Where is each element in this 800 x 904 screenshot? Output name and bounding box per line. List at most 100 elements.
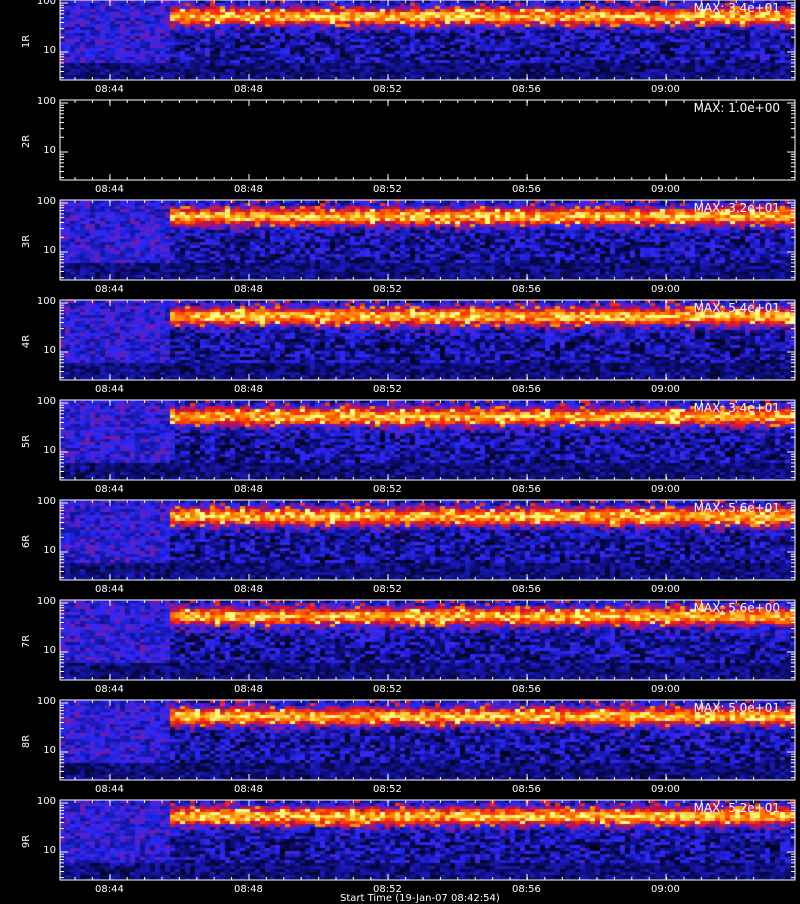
max-label: MAX: 5.4e+01 <box>693 301 780 315</box>
panel-label: 7R <box>21 634 33 649</box>
y-tick-label: 100 <box>36 696 56 707</box>
heatmap-4R <box>60 300 795 380</box>
x-tick-label: 08:52 <box>373 584 402 595</box>
y-tick-label: 100 <box>36 96 56 107</box>
x-tick-label: 09:00 <box>651 784 680 795</box>
x-tick-label: 08:48 <box>234 684 263 695</box>
y-tick-label: 10 <box>43 245 56 256</box>
y-tick-label: 10 <box>43 345 56 356</box>
plot-frame <box>59 799 796 881</box>
max-label: MAX: 3.2e+01 <box>693 201 780 215</box>
panel-8R: 100 10 8R MAX: 5.0e+01 08:44 08:48 08:52 08:56 0… <box>0 696 800 800</box>
x-tick-label: 08:56 <box>512 384 541 395</box>
x-tick-label: 08:48 <box>234 484 263 495</box>
heatmap-7R <box>60 600 795 680</box>
x-tick-label: 09:00 <box>651 484 680 495</box>
x-tick-label: 08:48 <box>234 584 263 595</box>
x-tick-label: 08:52 <box>373 384 402 395</box>
x-tick-label: 08:52 <box>373 84 402 95</box>
x-tick-label: 08:52 <box>373 784 402 795</box>
heatmap-9R <box>60 800 795 880</box>
plot-frame <box>59 599 796 681</box>
plot-frame <box>59 499 796 581</box>
panel-label: 9R <box>21 834 33 849</box>
panel-7R: 100 10 7R MAX: 5.6e+00 08:44 08:48 08:52 08:56 0… <box>0 596 800 700</box>
y-tick-label: 100 <box>36 796 56 807</box>
x-tick-label: 08:56 <box>512 284 541 295</box>
x-tick-label: 08:44 <box>95 684 124 695</box>
x-tick-label: 09:00 <box>651 384 680 395</box>
plot-frame <box>59 699 796 781</box>
heatmap-2R <box>60 100 795 180</box>
x-tick-label: 08:48 <box>234 84 263 95</box>
x-tick-label: 08:44 <box>95 384 124 395</box>
x-axis-label: Start Time (19-Jan-07 08:42:54) <box>340 893 500 904</box>
panel-2R: 100 10 2R MAX: 1.0e+00 08:44 08:48 08:52 08:56 0… <box>0 96 800 200</box>
x-tick-label: 08:44 <box>95 84 124 95</box>
x-tick-label: 08:56 <box>512 184 541 195</box>
x-tick-label: 09:00 <box>651 84 680 95</box>
panel-label: 8R <box>21 734 33 749</box>
max-label: MAX: 5.6e+01 <box>693 501 780 515</box>
x-tick-label: 08:52 <box>373 684 402 695</box>
x-tick-label: 08:48 <box>234 184 263 195</box>
panel-3R: 100 10 3R MAX: 3.2e+01 08:44 08:48 08:52 08:56 0… <box>0 196 800 300</box>
y-tick-label: 10 <box>43 45 56 56</box>
y-tick-label: 10 <box>43 845 56 856</box>
x-tick-label: 08:44 <box>95 484 124 495</box>
panel-label: 3R <box>21 234 33 249</box>
panel-label: 4R <box>21 334 33 349</box>
heatmap-5R <box>60 400 795 480</box>
max-label: MAX: 3.4e+01 <box>693 401 780 415</box>
x-tick-label: 08:44 <box>95 584 124 595</box>
y-tick-label: 10 <box>43 645 56 656</box>
axes-8R <box>59 699 796 781</box>
x-tick-label: 09:00 <box>651 884 680 895</box>
y-tick-label: 100 <box>36 196 56 207</box>
panel-label: 5R <box>21 434 33 449</box>
x-tick-label: 08:48 <box>234 284 263 295</box>
y-tick-label: 100 <box>36 496 56 507</box>
panel-label: 6R <box>21 534 33 549</box>
x-tick-label: 09:00 <box>651 284 680 295</box>
axes-1R <box>59 0 796 81</box>
y-tick-label: 10 <box>43 145 56 156</box>
x-tick-label: 08:52 <box>373 884 402 895</box>
plot-frame <box>59 99 796 181</box>
x-tick-label: 08:56 <box>512 684 541 695</box>
plot-frame <box>59 199 796 281</box>
heatmap-6R <box>60 500 795 580</box>
y-tick-label: 100 <box>36 0 56 7</box>
max-label: MAX: 5.0e+01 <box>693 701 780 715</box>
y-tick-label: 100 <box>36 296 56 307</box>
x-tick-label: 09:00 <box>651 684 680 695</box>
heatmap-1R <box>60 0 795 80</box>
x-tick-label: 08:52 <box>373 484 402 495</box>
axes-5R <box>59 399 796 481</box>
x-tick-label: 08:56 <box>512 584 541 595</box>
axes-2R <box>59 99 796 181</box>
axes-4R <box>59 299 796 381</box>
max-label: MAX: 5.6e+00 <box>693 601 780 615</box>
heatmap-8R <box>60 700 795 780</box>
panel-1R: 100 10 1R MAX: 3.4e+01 08:44 08:48 08:52 08:56 0… <box>0 0 800 100</box>
x-tick-label: 08:52 <box>373 184 402 195</box>
x-tick-label: 08:48 <box>234 384 263 395</box>
x-tick-label: 08:56 <box>512 484 541 495</box>
x-tick-label: 08:48 <box>234 784 263 795</box>
heatmap-3R <box>60 200 795 280</box>
y-tick-label: 100 <box>36 396 56 407</box>
axes-6R <box>59 499 796 581</box>
x-tick-label: 09:00 <box>651 584 680 595</box>
x-tick-label: 08:56 <box>512 884 541 895</box>
x-tick-label: 08:44 <box>95 784 124 795</box>
axes-7R <box>59 599 796 681</box>
x-tick-label: 08:44 <box>95 284 124 295</box>
panel-9R: 100 10 9R MAX: 5.2e+01 08:44 08:48 08:52 08:56 0… <box>0 796 800 900</box>
plot-frame <box>59 299 796 381</box>
plot-frame <box>59 399 796 481</box>
x-tick-label: 08:44 <box>95 184 124 195</box>
panel-4R: 100 10 4R MAX: 5.4e+01 08:44 08:48 08:52 08:56 0… <box>0 296 800 400</box>
panel-label: 2R <box>21 134 33 149</box>
